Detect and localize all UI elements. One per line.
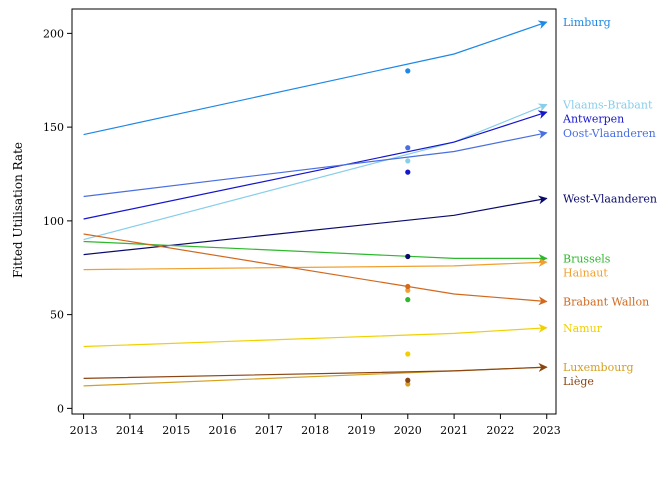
points-layer [405,68,411,387]
series-label-2: Antwerpen [562,113,624,126]
point-2020-0 [405,68,411,74]
x-tick-label: 2019 [347,424,375,437]
series-label-9: Luxembourg [563,361,634,374]
x-tick-label: 2023 [533,424,561,437]
x-tick-label: 2014 [116,424,144,437]
x-tick-label: 2021 [440,424,468,437]
plot-frame [71,8,557,415]
point-2020-7 [405,283,411,290]
series-label-3: Oost-Vlaanderen [563,127,656,140]
series-line-4 [83,195,548,256]
y-axis-title: Fitted Utilisation Rate [11,142,25,278]
series-label-1: Vlaams-Brabant [562,99,653,112]
series-line-10 [83,362,548,379]
series-label-6: Hainaut [563,266,608,279]
series-label-10: Liège [563,375,594,388]
series-line-1 [83,103,548,241]
series-label-4: West-Vlaanderen [563,192,657,205]
y-tick-label: 100 [43,215,64,228]
x-tick-label: 2022 [486,424,514,437]
x-tick-label: 2020 [394,424,422,437]
y-axis: 0 50 100 150 200 [43,27,72,415]
x-tick-label: 2018 [301,424,329,437]
x-tick-label: 2017 [255,424,283,437]
series-layer [83,20,548,387]
series-label-0: Limburg [563,16,611,29]
series-label-8: Namur [563,322,603,335]
series-line-7 [83,233,548,306]
series-line-0 [83,20,548,136]
point-2020-6 [405,287,411,293]
series-line-8 [83,323,548,348]
point-2020-3 [405,145,411,151]
point-2020-10 [405,377,411,383]
series-line-2 [83,110,548,220]
x-tick-label: 2016 [209,424,237,437]
y-tick-label: 50 [50,309,64,322]
series-line-6 [83,257,548,271]
y-tick-label: 200 [43,27,64,40]
labels-layer: Limburg Vlaams-BrabantAntwerpenOost-Vlaan… [562,16,657,388]
series-label-7: Brabant Wallon [563,296,649,309]
x-tick-label: 2013 [70,424,98,437]
x-axis: 2013 2014 2015 2016 2017 2018 2019 2020 2021 2022… [70,414,561,437]
point-2020-5 [405,297,411,303]
series-label-5: Brussels [563,252,611,265]
series-line-3 [83,129,548,198]
point-2020-2 [405,169,411,175]
x-tick-label: 2015 [162,424,190,437]
point-2020-1 [405,158,411,164]
point-2020-4 [405,253,411,260]
point-2020-8 [405,351,411,357]
point-2020-9 [405,381,411,387]
series-line-5 [83,240,548,263]
y-tick-label: 150 [43,121,64,134]
y-tick-label: 0 [57,402,64,415]
